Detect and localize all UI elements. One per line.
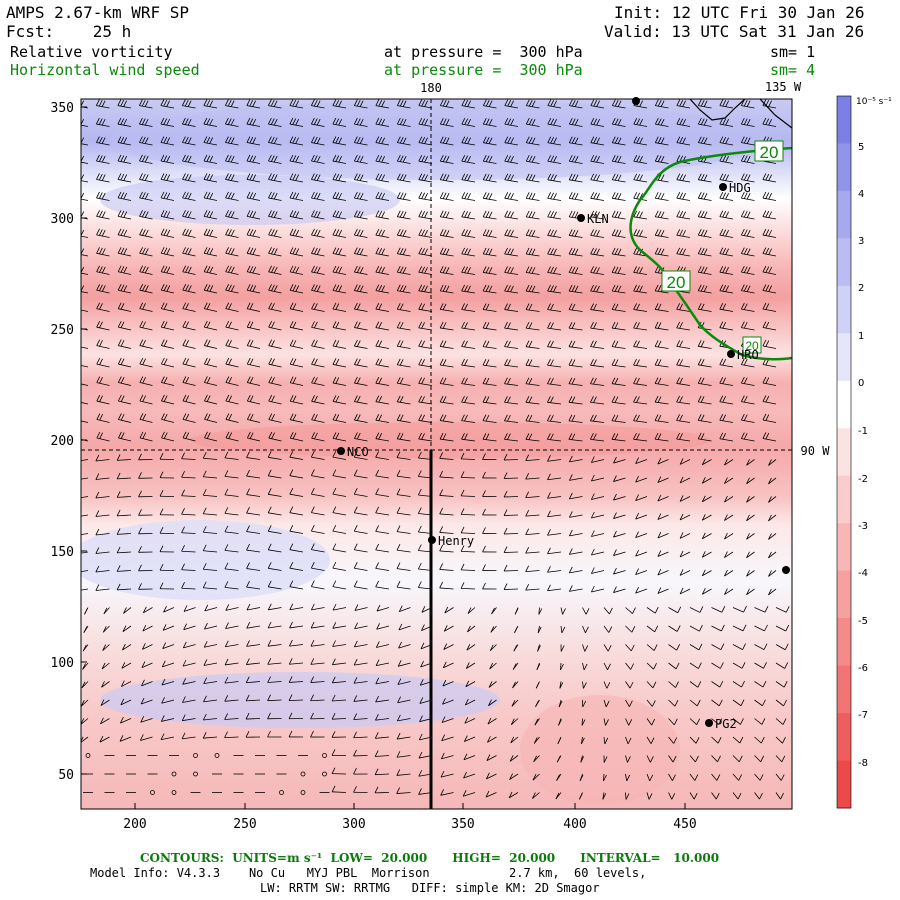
colorbar-swatch	[837, 143, 851, 192]
colorbar-swatch	[837, 238, 851, 287]
colorbar-swatch	[837, 618, 851, 667]
vorticity-blob	[190, 422, 710, 458]
x-tick-label: 350	[451, 817, 474, 832]
colorbar-label: -6	[858, 663, 868, 674]
colorbar-swatch	[837, 190, 851, 239]
svg-text:20: 20	[745, 339, 759, 353]
colorbar-swatch	[837, 380, 851, 429]
station-marker	[632, 97, 640, 105]
y-tick-label: 250	[51, 323, 74, 338]
valid-time: Valid: 13 UTC Sat 31 Jan 26	[604, 22, 865, 41]
y-tick-label: 300	[51, 212, 74, 227]
svg-text:KLN: KLN	[587, 212, 609, 226]
colorbar-swatch	[837, 96, 851, 144]
field2-name: Horizontal wind speed	[10, 61, 200, 79]
model-title: AMPS 2.67-km WRF SP	[6, 3, 190, 22]
station-marker	[782, 566, 790, 574]
forecast-hour: Fcst: 25 h	[6, 22, 132, 41]
colorbar-label: -1	[858, 426, 868, 437]
model-info-physics: LW: RRTM SW: RRTMG DIFF: simple KM: 2D S…	[260, 881, 600, 895]
station-nco: NCO	[337, 445, 369, 459]
colorbar-swatch	[837, 333, 851, 382]
svg-text:20: 20	[667, 273, 686, 292]
colorbar-label: -3	[858, 521, 868, 532]
station-hdg: HDG	[719, 181, 751, 195]
svg-text:PG2: PG2	[715, 717, 737, 731]
colorbar-swatch	[837, 428, 851, 477]
y-tick-label: 100	[51, 656, 74, 671]
wind-speed-contour	[629, 146, 792, 361]
colorbar-swatch	[837, 285, 851, 334]
y-tick-label: 200	[51, 434, 74, 449]
svg-text:NCO: NCO	[347, 445, 369, 459]
colorbar-swatch	[837, 713, 851, 762]
station-kln: KLN	[577, 212, 609, 226]
x-tick-label: 200	[123, 817, 146, 832]
colorbar-label: 2	[858, 283, 864, 294]
x-tick-label: 250	[233, 817, 256, 832]
y-tick-label: 150	[51, 545, 74, 560]
y-tick-label: 50	[58, 768, 74, 783]
colorbar-swatch	[837, 570, 851, 619]
model-info: Model Info: V4.3.3 No Cu MYJ PBL Morriso…	[90, 866, 647, 880]
station-henry: Henry	[428, 534, 474, 548]
colorbar-label: 1	[858, 331, 864, 342]
vorticity-blob	[81, 520, 330, 600]
colorbar-label: 4	[858, 189, 864, 200]
contour-label: 20	[742, 336, 762, 354]
svg-text:Henry: Henry	[438, 534, 474, 548]
lon-label-135w: 135 W	[765, 80, 802, 94]
contours-info: CONTOURS: UNITS=m s⁻¹ LOW= 20.000 HIGH= …	[140, 851, 720, 865]
colorbar-swatch	[837, 760, 851, 809]
colorbar-label: -8	[858, 758, 868, 769]
vorticity-blob	[100, 175, 400, 225]
coastline	[759, 99, 792, 129]
plot-frame	[80, 98, 793, 810]
field2-smoothing: sm= 4	[770, 61, 816, 79]
init-time: Init: 12 UTC Fri 30 Jan 26	[614, 3, 865, 22]
contour-label: 20	[661, 270, 691, 292]
colorbar-label: 0	[858, 378, 864, 389]
colorbar-unit: 10⁻⁵ s⁻¹	[856, 97, 892, 107]
colorbar: 10⁻⁵ s⁻¹ 5 4 3 2 1 0 -1 -2 -3 -4 -5 -6 -7 -8	[836, 95, 892, 809]
field1-level: at pressure = 300 hPa	[384, 43, 583, 61]
coastline	[689, 99, 746, 121]
colorbar-label: -5	[858, 616, 868, 627]
station-pg2: PG2	[705, 717, 737, 731]
colorbar-label: 5	[858, 142, 864, 153]
colorbar-label: -7	[858, 710, 868, 721]
x-tick-label: 400	[563, 817, 586, 832]
colorbar-swatch	[837, 475, 851, 524]
contour-label: 20	[754, 140, 784, 162]
colorbar-swatch	[837, 523, 851, 572]
field1-name: Relative vorticity	[10, 43, 173, 61]
axis-ticks: 200 250 300 350 400 450 350 300 250 200 150 100 50	[51, 101, 697, 832]
station-hro: HRO	[727, 348, 759, 362]
colorbar-label: -4	[858, 568, 868, 579]
x-tick-label: 450	[673, 817, 696, 832]
lon-label-180: 180	[420, 81, 442, 95]
field2-level: at pressure = 300 hPa	[384, 61, 583, 79]
vorticity-blob	[110, 100, 770, 180]
y-tick-label: 350	[51, 101, 74, 116]
colorbar-swatch	[837, 665, 851, 714]
svg-text:HDG: HDG	[729, 181, 751, 195]
vorticity-blob	[520, 695, 680, 805]
svg-text:20: 20	[760, 143, 779, 162]
x-tick-label: 300	[342, 817, 365, 832]
field1-smoothing: sm= 1	[770, 43, 816, 61]
lon-label-90w: 90 W	[801, 444, 831, 458]
svg-text:HRO: HRO	[737, 348, 759, 362]
colorbar-label: 3	[858, 236, 864, 247]
colorbar-label: -2	[858, 474, 868, 485]
